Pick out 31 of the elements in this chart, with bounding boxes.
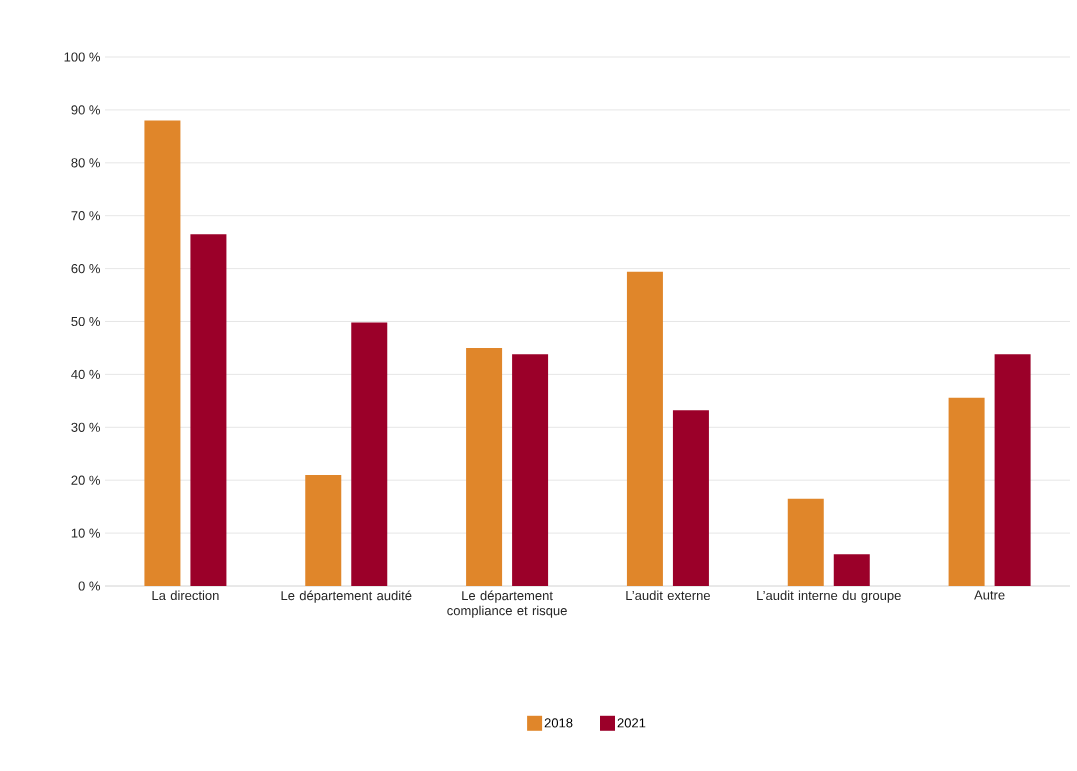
x-tick-label: Le département audité <box>281 590 412 603</box>
y-tick-label: 40 % <box>71 369 100 379</box>
y-tick-label: 20 % <box>71 475 100 485</box>
y-tick-label: 10 % <box>71 528 100 538</box>
y-tick-label: 90 % <box>71 105 100 115</box>
y-tick-label: 0 % <box>78 581 100 591</box>
bar <box>994 354 1031 586</box>
bar <box>351 322 388 586</box>
bar <box>144 120 181 586</box>
legend-label: 2018 <box>544 718 573 728</box>
x-tick-label: La direction <box>152 590 219 601</box>
bar <box>512 354 549 586</box>
y-tick-label: 70 % <box>71 211 100 221</box>
bar <box>190 234 227 586</box>
y-tick-label: 100 % <box>64 52 100 62</box>
bar <box>833 554 870 586</box>
bar <box>672 410 709 586</box>
y-tick-label: 80 % <box>71 158 100 168</box>
x-tick-label: L’audit interne du groupe <box>757 590 901 603</box>
x-tick-label: L’audit externe <box>626 590 710 601</box>
x-tick-label: Autre <box>974 590 1005 600</box>
bar <box>948 397 985 586</box>
x-tick-label: Le département compliance et risque <box>447 590 567 618</box>
y-tick-label: 60 % <box>71 263 100 274</box>
y-tick-label: 50 % <box>71 316 100 327</box>
bar <box>787 498 824 586</box>
legend-label: 2021 <box>617 718 646 728</box>
bar <box>305 474 342 586</box>
y-tick-label: 30 % <box>71 422 100 432</box>
bar <box>466 347 503 586</box>
bar <box>626 271 663 586</box>
